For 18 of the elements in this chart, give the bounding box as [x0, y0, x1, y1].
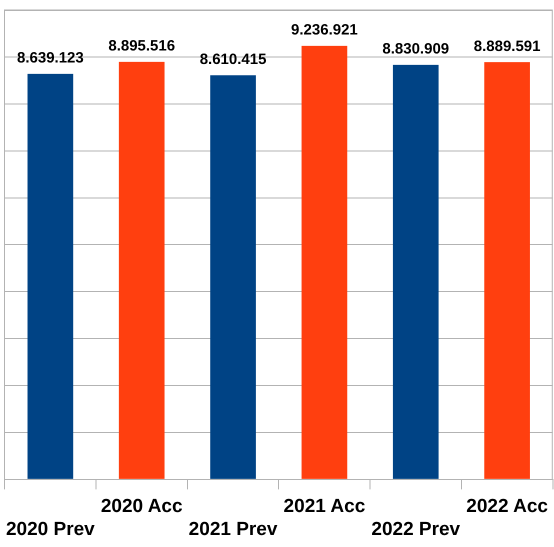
x-tick-label: 2020 Acc	[100, 496, 183, 518]
bar	[302, 46, 348, 479]
data-label: 8.610.415	[200, 50, 266, 68]
bar	[28, 74, 74, 479]
data-label: 8.889.591	[474, 38, 540, 55]
bar	[392, 64, 439, 479]
bar	[484, 62, 530, 479]
data-label: 8.639.123	[16, 50, 84, 67]
x-tick-label: 2020 Prev	[6, 518, 96, 540]
x-tick-label: 2021 Acc	[284, 496, 366, 518]
data-label: 8.895.516	[108, 37, 176, 54]
x-tick-label: 2022 Prev	[371, 518, 461, 540]
data-label: 8.830.909	[382, 40, 450, 58]
bar	[118, 62, 165, 479]
x-tick-label: 2021 Prev	[188, 518, 278, 540]
bar	[210, 75, 256, 479]
data-label: 9.236.921	[291, 21, 358, 38]
x-tick-label: 2022 Acc	[466, 496, 548, 518]
